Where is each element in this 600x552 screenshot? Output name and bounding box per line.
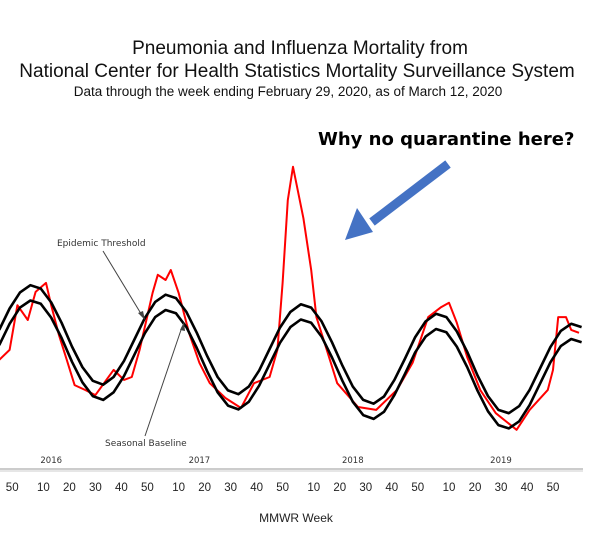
x-tick-label: 50 — [6, 482, 19, 494]
x-tick-label: 50 — [547, 482, 560, 494]
x-tick-label: 40 — [385, 482, 398, 494]
x-tick-label: 30 — [224, 482, 237, 494]
x-tick-label: 10 — [307, 482, 320, 494]
x-tick-label: 30 — [495, 482, 508, 494]
x-tick-label: 40 — [115, 482, 128, 494]
epidemic-threshold-label: Epidemic Threshold — [57, 239, 146, 249]
x-tick-label: 30 — [89, 482, 102, 494]
x-tick-label: 10 — [37, 482, 50, 494]
seasonal-baseline-pointer-head — [180, 322, 185, 331]
series-layer — [0, 165, 582, 431]
x-axis-ticks: 50 10 20 30 40 50 10 20 30 40 50 10 20 30 40 50 10 20 30 40… — [6, 456, 560, 494]
x-axis-label: MMWR Week — [259, 511, 334, 525]
x-tick-label: 50 — [141, 482, 154, 494]
year-label: 2019 — [490, 456, 512, 466]
series-seasonal-baseline — [0, 299, 582, 430]
x-tick-label: 50 — [411, 482, 424, 494]
x-tick-label: 30 — [359, 482, 372, 494]
x-tick-label: 50 — [276, 482, 289, 494]
series-epidemic-threshold — [0, 283, 582, 415]
x-tick-label: 40 — [521, 482, 534, 494]
x-tick-label: 20 — [469, 482, 482, 494]
year-label: 2017 — [189, 456, 211, 466]
x-tick-label: 10 — [172, 482, 185, 494]
chart-title-line2: National Center for Health Statistics Mo… — [19, 61, 574, 82]
chart-title: Pneumonia and Influenza Mortality from — [132, 38, 468, 59]
x-tick-label: 20 — [198, 482, 211, 494]
year-label: 2016 — [40, 456, 62, 466]
callout-arrow — [345, 160, 451, 240]
callout-text: Why no quarantine here? — [318, 129, 574, 150]
seasonal-baseline-label: Seasonal Baseline — [105, 439, 187, 449]
x-tick-label: 20 — [63, 482, 76, 494]
year-label: 2018 — [342, 456, 364, 466]
epidemic-threshold-pointer — [102, 250, 144, 318]
chart-subtitle: Data through the week ending February 29… — [74, 84, 503, 99]
series-percent-of-deaths-due-to-p-i — [0, 165, 580, 431]
seasonal-baseline-pointer — [144, 326, 183, 437]
x-tick-label: 20 — [333, 482, 346, 494]
x-tick-label: 40 — [250, 482, 263, 494]
epidemic-threshold-pointer-head — [138, 311, 145, 320]
x-tick-label: 10 — [443, 482, 456, 494]
